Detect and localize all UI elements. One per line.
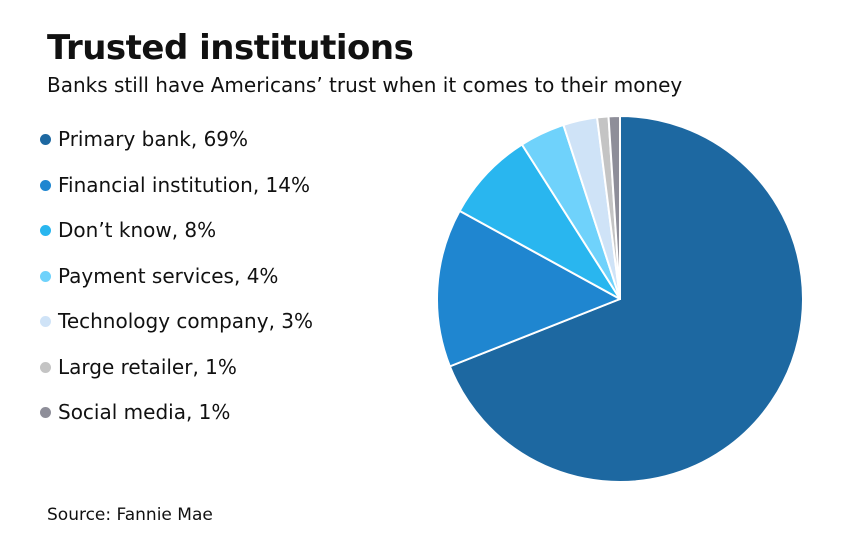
legend-label-technology-company: Technology company, 3% xyxy=(58,309,314,333)
legend-swatch-large-retailer xyxy=(40,361,51,373)
legend-item-large-retailer: Large retailer, 1% xyxy=(40,354,313,400)
legend-swatch-social-media xyxy=(40,407,51,418)
legend-label-primary-bank: Primary bank, 69% xyxy=(58,127,249,151)
chart-subtitle: Banks still have Americans’ trust when i… xyxy=(47,73,683,97)
legend-label-financial-institution: Financial institution, 14% xyxy=(58,172,310,197)
legend-label-social-media: Social media, 1% xyxy=(58,400,231,424)
legend-swatch-dont-know xyxy=(40,225,51,236)
legend-label-large-retailer: Large retailer, 1% xyxy=(58,354,237,379)
legend-swatch-primary-bank xyxy=(40,134,51,145)
source-note: Source: Fannie Mae xyxy=(47,505,213,525)
legend-item-payment-services: Payment services, 4% xyxy=(40,263,313,309)
legend-label-payment-services: Payment services, 4% xyxy=(58,263,279,288)
legend-item-social-media: Social media, 1% xyxy=(40,399,313,445)
pie-slice-social-media xyxy=(607,114,621,300)
legend-item-dont-know: Don’t know, 8% xyxy=(40,217,313,263)
legend-swatch-technology-company xyxy=(40,316,51,327)
legend-item-financial-institution: Financial institution, 14% xyxy=(40,172,313,218)
legend: Primary bank, 69% Financial institution,… xyxy=(40,126,313,445)
legend-swatch-payment-services xyxy=(40,270,51,282)
pie-slice-financial-institution xyxy=(436,209,621,368)
legend-item-primary-bank: Primary bank, 69% xyxy=(40,126,313,172)
legend-swatch-financial-institution xyxy=(40,179,51,191)
legend-item-technology-company: Technology company, 3% xyxy=(40,308,313,354)
legend-label-dont-know: Don’t know, 8% xyxy=(58,218,217,242)
pie-slice-primary-bank xyxy=(448,115,804,483)
pie-slice-don-t-know xyxy=(458,143,621,300)
chart-title: Trusted institutions xyxy=(47,28,414,68)
